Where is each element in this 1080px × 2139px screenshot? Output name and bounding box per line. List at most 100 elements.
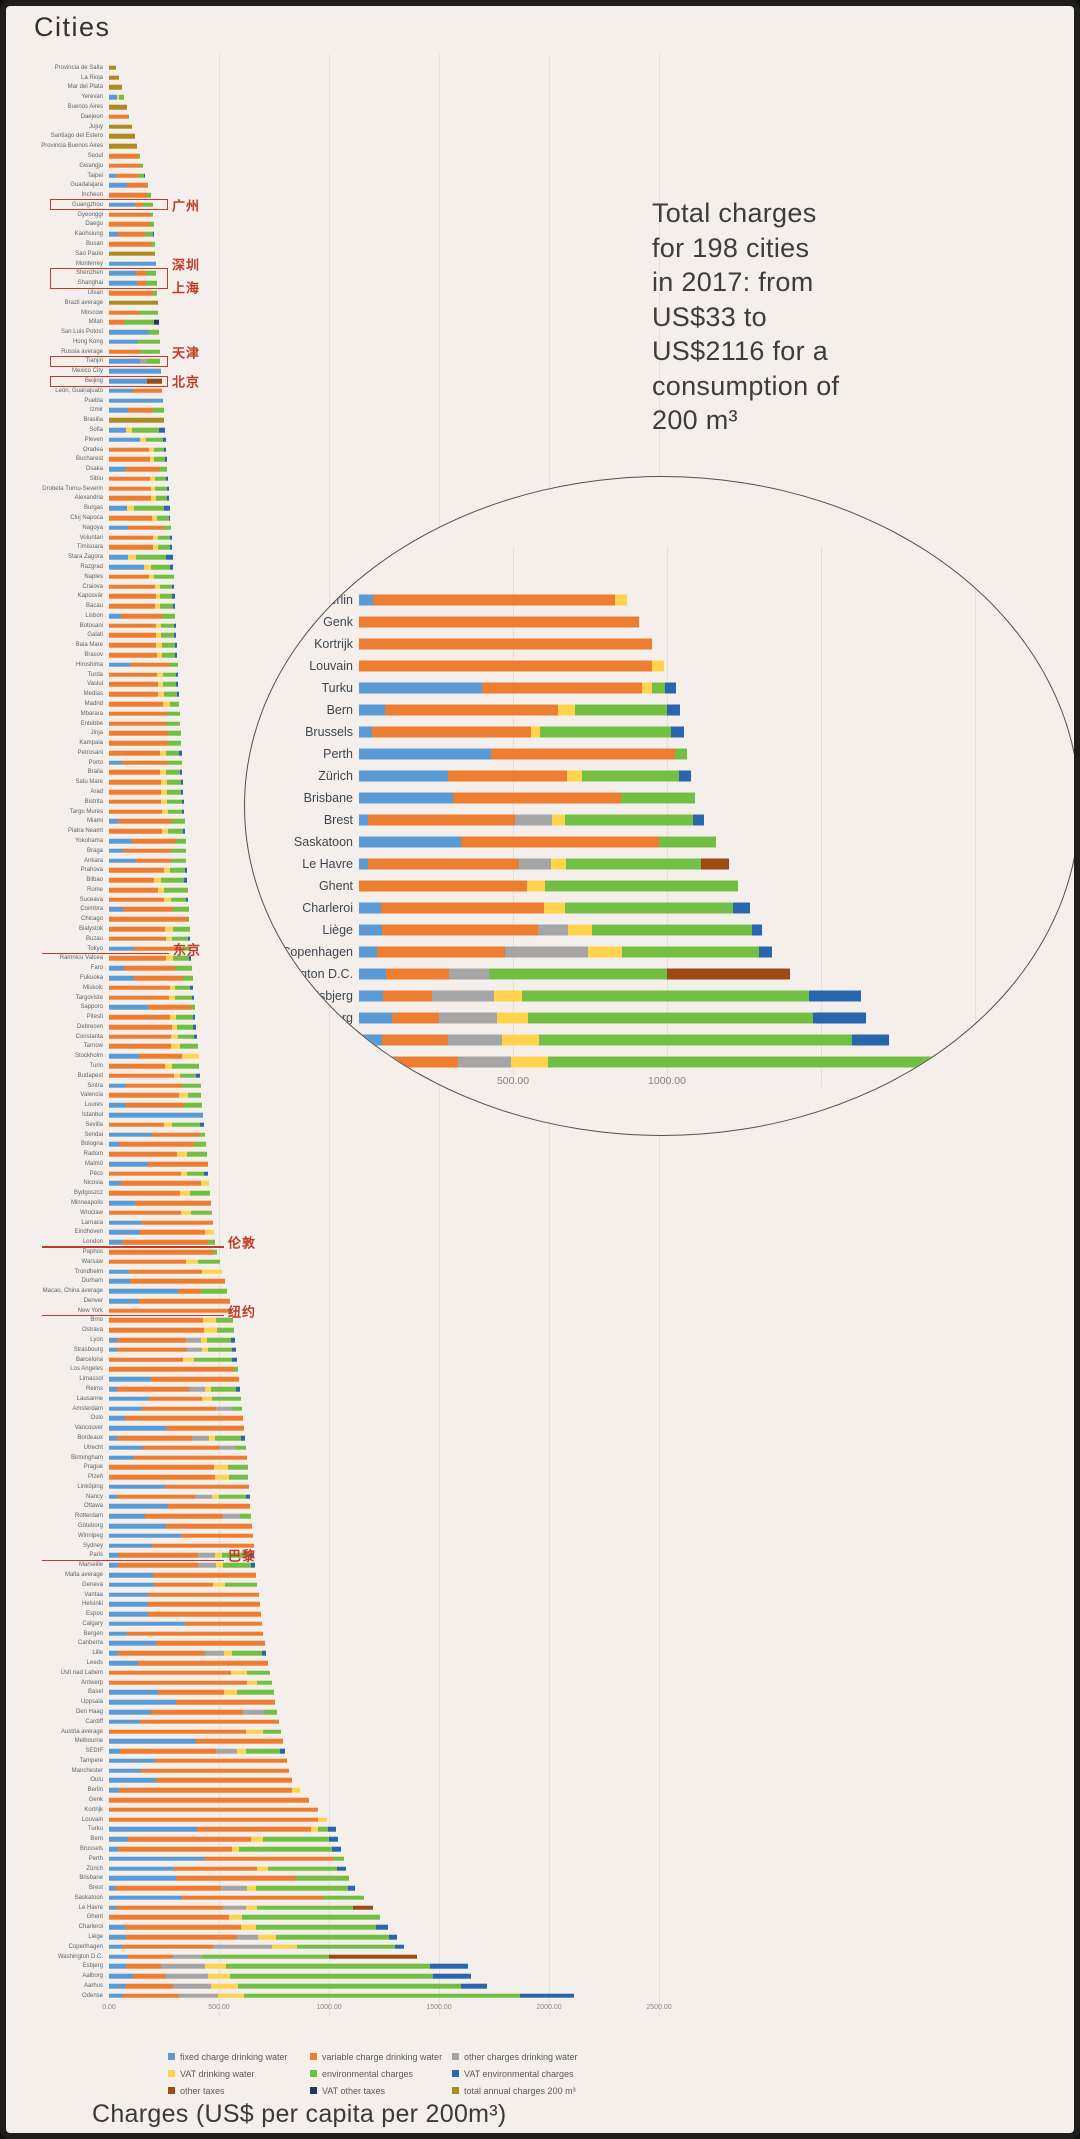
bar-row: Alexandria — [6, 494, 1074, 504]
stacked-bar — [109, 838, 186, 844]
bar-segment-var — [109, 897, 165, 902]
bar-segment-vat_dw — [214, 1553, 223, 1558]
bar-row: Ústí nad Labem — [6, 1668, 1074, 1678]
bar-segment-var — [109, 447, 150, 452]
bar-segment-vat_dw — [214, 1464, 229, 1470]
city-label: Petrosani — [77, 749, 103, 756]
city-label: Kaohsiung — [74, 231, 103, 238]
bar-segment-var — [359, 638, 652, 650]
stacked-bar — [109, 1181, 210, 1186]
bar-row: Pleven — [6, 435, 1074, 445]
bar-row: Kampala — [6, 738, 1074, 748]
bar-segment-vat_env — [759, 946, 772, 958]
bar-segment-var — [144, 1513, 223, 1519]
bar-segment-var — [148, 1396, 202, 1402]
legend-marker — [310, 2070, 317, 2077]
city-label: Leeds — [86, 1660, 103, 1666]
city-label: Uppsala — [80, 1699, 103, 1706]
bar-segment-env — [489, 968, 667, 980]
bar-segment-total — [109, 124, 133, 129]
bar-row: Incheon — [6, 190, 1074, 200]
bar-segment-fix — [109, 1964, 127, 1969]
bar-segment-other — [328, 1954, 417, 1959]
bar-segment-vat_dw — [246, 1885, 256, 1891]
bar-segment-env — [539, 1034, 852, 1046]
city-label: Reims — [85, 1386, 103, 1392]
bar-segment-fix — [109, 1083, 126, 1088]
bar-row: Russia average — [6, 347, 1074, 357]
city-label: Coimbra — [80, 906, 103, 913]
inset-bar-row: Bern — [245, 699, 1074, 721]
bar-segment-var — [125, 1934, 237, 1940]
inset-bar-row: Zürich — [245, 765, 1074, 787]
bar-segment-fix — [109, 1885, 116, 1891]
bar-segment-vat_env — [184, 877, 188, 883]
bar-row: Izmir — [6, 406, 1074, 416]
city-label: Incheon — [81, 192, 103, 199]
bar-segment-var — [109, 241, 152, 247]
bar-segment-var — [109, 1318, 204, 1323]
bar-segment-env — [150, 222, 154, 227]
bar-segment-fix — [109, 1269, 130, 1274]
bar-segment-env — [247, 1670, 270, 1676]
bar-segment-var — [109, 1474, 215, 1480]
bar-segment-vat_env — [166, 486, 169, 491]
bar-segment-var — [166, 1523, 252, 1529]
stacked-bar — [109, 936, 190, 942]
bar-segment-gray — [205, 1650, 224, 1656]
stacked-bar — [109, 652, 178, 658]
stacked-bar — [109, 1416, 244, 1421]
stacked-bar — [109, 868, 187, 873]
bar-segment-vat_dw — [161, 809, 168, 814]
inset-bar-row: Aarhus — [245, 1029, 1074, 1051]
bar-row: Monterrey — [6, 259, 1074, 269]
bar-row: Prahova — [6, 865, 1074, 875]
inset-bar-row: Washington D.C. — [245, 963, 1074, 985]
bar-segment-var — [153, 1582, 213, 1588]
bar-row: Daejeon — [6, 112, 1074, 122]
city-label: Russia average — [61, 348, 103, 355]
bar-segment-var — [134, 202, 144, 208]
bar-segment-var — [109, 779, 161, 785]
bar-segment-var — [109, 1680, 248, 1685]
bar-segment-fix — [109, 1690, 159, 1695]
bar-segment-env — [132, 427, 160, 433]
bar-segment-var — [118, 1650, 206, 1656]
bar-segment-env — [222, 1553, 250, 1558]
bar-segment-var — [139, 1298, 230, 1304]
bar-row: Beijing — [6, 376, 1074, 386]
bar-segment-vat_dw — [250, 1836, 263, 1842]
bar-segment-vat_dw — [258, 1934, 276, 1940]
bar-row: Brazil average — [6, 298, 1074, 308]
bar-segment-fix — [359, 1056, 380, 1068]
bar-segment-vat_dw — [153, 545, 159, 550]
bar-segment-var — [143, 1445, 219, 1450]
bar-segment-env — [157, 535, 170, 540]
bar-segment-fix — [109, 505, 128, 511]
inset-city-label: Berlin — [321, 593, 353, 607]
bar-row: Lausanne — [6, 1394, 1074, 1404]
bar-segment-gray — [139, 359, 148, 364]
bar-segment-env — [145, 437, 163, 443]
bar-row: Tokyo — [6, 944, 1074, 954]
bar-segment-fix — [359, 968, 387, 980]
stacked-bar — [109, 515, 171, 521]
bar-segment-var — [197, 1827, 312, 1832]
stacked-bar — [109, 212, 154, 217]
bar-segment-fix — [109, 1220, 143, 1225]
bar-segment-var — [109, 545, 154, 550]
city-label: Warsaw — [81, 1258, 103, 1265]
inset-city-label: Turku — [321, 681, 354, 695]
bar-segment-vat_dw — [530, 726, 541, 738]
bar-segment-vat_env — [166, 476, 168, 482]
bar-segment-var — [109, 153, 138, 159]
bar-segment-vat_dw — [186, 1259, 198, 1265]
bar-row: Canberra — [6, 1639, 1074, 1649]
bar-row: Brussels — [6, 1844, 1074, 1854]
bar-segment-vat_dw — [201, 1269, 223, 1274]
bar-segment-var — [109, 114, 128, 120]
bar-segment-var — [109, 1249, 214, 1255]
city-label: Monterrey — [75, 260, 103, 267]
stacked-bar — [109, 1660, 269, 1666]
bar-row: Razgrad — [6, 562, 1074, 572]
